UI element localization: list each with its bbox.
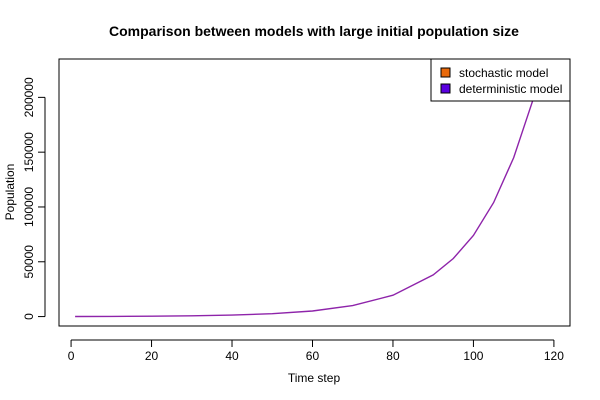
x-tick-label: 120 [544,349,564,363]
x-tick-label: 60 [306,349,320,363]
y-axis: 0 50000 100000 150000 200000 [22,77,46,320]
x-axis-label: Time step [288,371,341,385]
x-tick-label: 40 [225,349,239,363]
series-layer [75,59,553,318]
legend-swatch-stochastic [440,67,451,78]
y-tick-label: 50000 [22,245,36,279]
x-tick-label: 20 [145,349,159,363]
legend-label-stochastic: stochastic model [459,66,548,80]
y-tick-label: 200000 [22,77,36,117]
x-tick-label: 100 [463,349,483,363]
chart-title: Comparison between models with large ini… [109,23,519,39]
legend-swatch-deterministic [440,83,451,94]
x-axis: 0 20 40 60 80 100 120 [68,339,564,363]
y-tick-label: 100000 [22,187,36,227]
plot-area [58,58,571,327]
x-tick-label: 80 [386,349,400,363]
legend-label-deterministic: deterministic model [459,82,562,96]
legend: stochastic model deterministic model [430,58,571,102]
y-axis-label: Population [3,164,17,221]
legend-box [430,58,571,102]
x-tick-label: 0 [68,349,75,363]
y-tick-label: 150000 [22,132,36,172]
y-tick-label: 0 [22,313,36,320]
series-line-deterministic-model [75,59,553,318]
